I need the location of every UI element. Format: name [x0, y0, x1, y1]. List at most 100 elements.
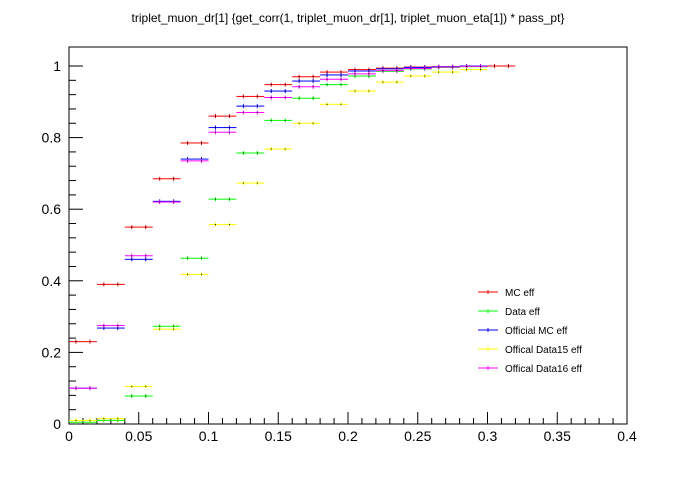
data-point — [82, 339, 97, 344]
point-marker — [187, 257, 189, 259]
y-tick-label: 0.8 — [42, 130, 62, 146]
point-marker — [242, 112, 244, 114]
point-marker — [452, 66, 454, 68]
data-point — [236, 104, 251, 109]
data-point — [152, 176, 167, 181]
point-marker — [270, 90, 272, 92]
data-point — [292, 84, 307, 89]
x-tick-label: 0.4 — [617, 428, 637, 444]
data-point — [180, 256, 195, 261]
x-tick-label: 0.05 — [125, 428, 152, 444]
point-marker — [326, 78, 328, 80]
point-marker — [145, 385, 147, 387]
legend-item: Data eff — [478, 307, 540, 318]
point-marker — [173, 325, 175, 327]
point-marker — [187, 160, 189, 162]
legend-label: Official MC eff — [505, 326, 568, 337]
point-marker — [438, 66, 440, 68]
point-marker — [131, 226, 133, 228]
point-marker — [396, 81, 398, 83]
point-marker — [480, 65, 482, 67]
data-point — [320, 102, 335, 107]
data-point — [264, 147, 279, 152]
data-point — [222, 114, 237, 119]
point-marker — [187, 142, 189, 144]
y-tick-label: 1 — [53, 58, 61, 74]
point-marker — [103, 283, 105, 285]
point-marker — [159, 201, 161, 203]
data-point — [320, 72, 335, 77]
point-marker — [242, 152, 244, 154]
data-point — [403, 74, 418, 79]
y-tick-label: 0 — [53, 416, 61, 432]
data-point — [110, 416, 125, 421]
point-marker — [131, 395, 133, 397]
point-marker — [201, 257, 203, 259]
data-point — [250, 104, 265, 109]
data-point — [208, 125, 223, 130]
data-point — [222, 222, 237, 227]
data-point — [361, 71, 376, 76]
data-point — [348, 89, 362, 94]
point-marker — [480, 69, 482, 71]
x-tick-label: 0.15 — [265, 428, 292, 444]
point-marker — [173, 178, 175, 180]
data-point — [124, 394, 139, 399]
data-point — [180, 272, 195, 277]
data-point — [306, 121, 321, 126]
data-point — [180, 158, 195, 163]
point-marker — [242, 95, 244, 97]
point-marker — [159, 178, 161, 180]
point-marker — [228, 224, 230, 226]
data-point — [250, 110, 265, 115]
point-marker — [270, 97, 272, 99]
data-point — [445, 70, 460, 75]
point-marker — [145, 226, 147, 228]
point-marker — [75, 419, 77, 421]
point-marker — [214, 224, 216, 226]
data-point — [334, 77, 348, 82]
data-point — [250, 181, 265, 186]
data-point — [278, 147, 293, 152]
point-marker — [228, 131, 230, 133]
data-point — [306, 74, 321, 79]
series-layer — [69, 64, 516, 425]
data-point — [278, 89, 293, 94]
point-marker — [159, 328, 161, 330]
data-point — [110, 282, 125, 287]
x-tick-label: 0.1 — [199, 428, 219, 444]
data-point — [110, 323, 125, 328]
point-marker — [284, 84, 286, 86]
point-marker — [410, 68, 412, 70]
data-point — [292, 74, 307, 79]
data-point — [222, 125, 237, 130]
point-marker — [507, 65, 509, 67]
point-marker — [326, 71, 328, 73]
x-tick-label: 0.2 — [338, 428, 358, 444]
x-axis: 0 0.05 0.1 0.15 0.2 0.25 0.3 0.35 0.4 — [65, 412, 637, 444]
point-marker — [117, 418, 119, 420]
data-point — [278, 82, 293, 87]
data-point — [403, 66, 418, 71]
point-marker — [354, 90, 356, 92]
data-point — [375, 68, 390, 73]
point-marker — [131, 255, 133, 257]
data-point — [180, 140, 195, 145]
point-marker — [228, 115, 230, 117]
legend-item: MC eff — [478, 288, 534, 299]
data-point — [320, 82, 335, 87]
point-marker — [131, 258, 133, 260]
point-marker — [159, 325, 161, 327]
legend-item: Official MC eff — [478, 326, 568, 337]
data-point — [166, 176, 181, 181]
data-point — [473, 64, 488, 69]
data-point — [278, 95, 293, 100]
data-point — [166, 327, 181, 332]
point-marker — [75, 341, 77, 343]
data-point — [306, 84, 321, 89]
point-marker — [270, 148, 272, 150]
data-point — [431, 65, 446, 70]
point-marker — [201, 142, 203, 144]
data-point — [250, 94, 265, 99]
